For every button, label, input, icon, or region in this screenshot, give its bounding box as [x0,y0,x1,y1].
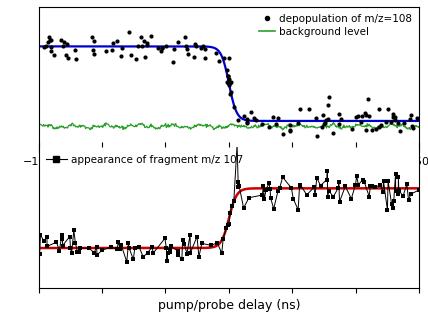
X-axis label: pump/probe delay (ns): pump/probe delay (ns) [158,298,300,312]
Legend: depopulation of m/z=108, background level: depopulation of m/z=108, background leve… [257,12,414,39]
Legend: appearance of fragment m/z 107: appearance of fragment m/z 107 [44,153,245,167]
